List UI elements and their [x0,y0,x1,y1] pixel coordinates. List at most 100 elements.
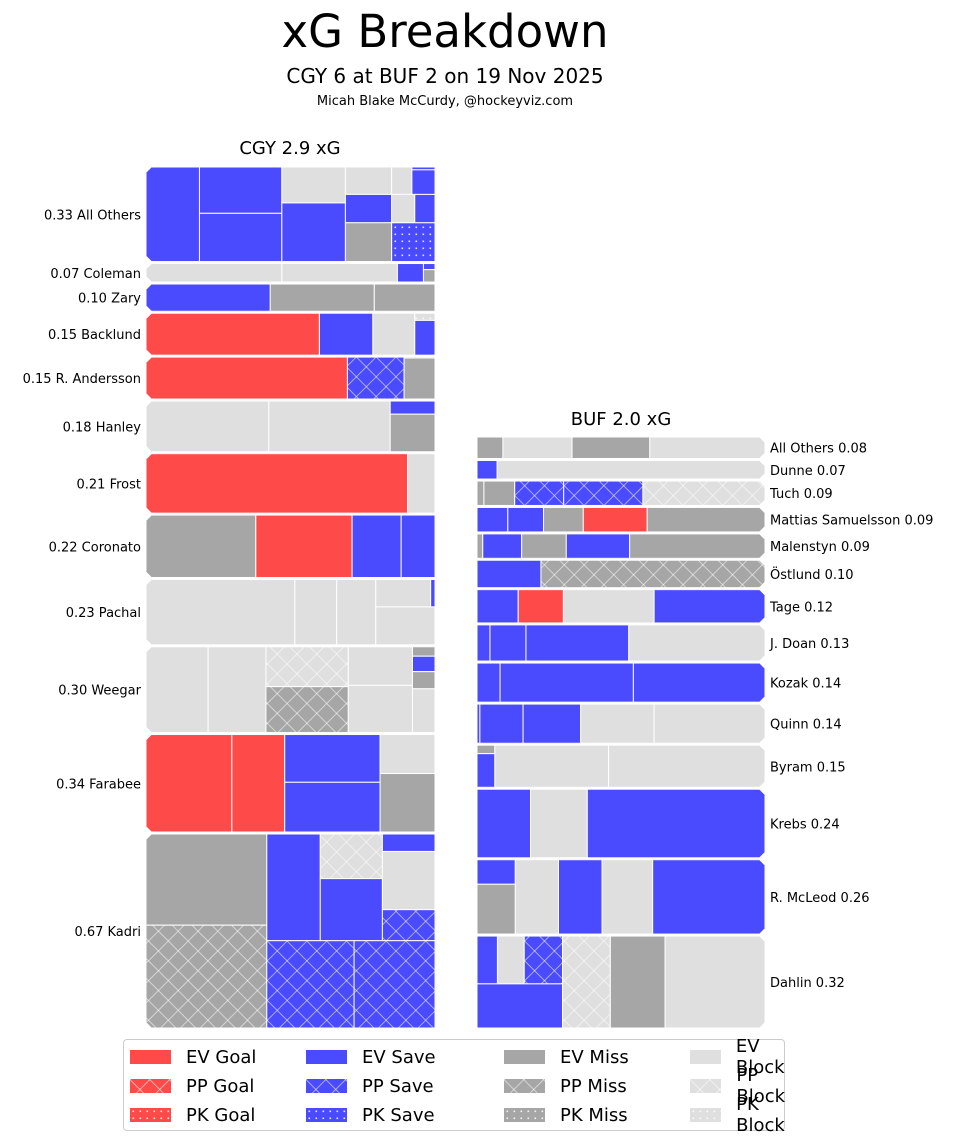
player-label: 0.23 Pachal [66,606,141,621]
legend-item: EV Block [690,1036,795,1078]
legend-item: PP Save [306,1073,434,1099]
player-label: All Others 0.08 [770,442,867,457]
shot-ev-save [284,734,381,783]
shot-ev-block [391,167,413,195]
shot-ev-block [649,437,765,459]
shot-ev-miss [477,745,496,755]
shot-hatch [382,909,435,941]
legend-label: PK Save [362,1104,435,1126]
shot-ev-save [146,284,271,312]
shot-ev-miss [477,883,516,935]
player-label: 0.30 Weegar [58,684,141,699]
player-row: J. Doan 0.13 [477,624,849,662]
legend-item: PP Block [690,1065,795,1107]
shot-ev-miss [344,222,393,262]
shot-ev-block [372,313,416,356]
player-row: Quinn 0.14 [477,704,842,744]
player-label: 0.33 All Others [44,208,141,223]
shot-ev-block [494,745,610,788]
player-row: Tuch 0.09 [477,481,833,506]
shot-ev-goal [146,313,320,356]
shot-hatch [563,481,643,506]
player-label: Dahlin 0.32 [770,976,845,991]
shot-ev-miss [403,357,435,400]
shot-ev-block [381,850,435,911]
shot-ev-miss [609,936,666,1028]
shot-ev-goal [582,507,648,532]
shot-ev-save [632,663,765,703]
shot-ev-block [496,936,525,985]
shot-ev-save [477,983,564,1028]
shot-ev-save [565,533,631,559]
player-label: Tuch 0.09 [769,487,833,502]
legend-swatch [306,1050,347,1064]
shot-ev-save [389,401,435,415]
player-row: Kozak 0.14 [477,663,841,703]
player-label: Krebs 0.24 [770,818,840,833]
legend-label: PP Miss [560,1075,627,1097]
player-row: 0.18 Hanley [63,401,435,452]
shot-ev-save [430,579,435,608]
shot-ev-save [499,663,634,703]
shot-ev-save [477,936,498,985]
player-label: 0.67 Kadri [74,925,141,940]
legend-item: EV Goal [130,1044,256,1070]
shot-hatch [562,936,611,1028]
chart-subtitle: CGY 6 at BUF 2 on 19 Nov 2025 [286,64,604,88]
legend-swatch [504,1050,545,1064]
shot-ev-save [558,859,603,935]
shot-ev-block [336,579,377,645]
shot-hatch [524,936,563,984]
player-row: 0.15 R. Andersson [23,357,435,400]
player-row: Dahlin 0.32 [477,936,845,1028]
player-label: Östlund 0.10 [770,566,854,583]
legend-swatch [130,1050,171,1064]
shot-ev-save [525,624,630,662]
shot-ev-miss [269,284,375,312]
player-row: 0.33 All Others [44,167,435,262]
shot-ev-miss [146,833,268,926]
legend-label: PK Goal [186,1104,256,1126]
shot-ev-miss [483,481,516,506]
legend-label: EV Block [735,1036,785,1078]
legend-item: PK Block [690,1094,795,1136]
legend-label: PK Block [736,1094,785,1136]
shot-hatch [540,560,765,588]
shot-ev-miss [146,515,257,578]
legend-item: PP Miss [504,1073,627,1099]
player-row: 0.07 Coleman [50,263,435,283]
player-row: 0.23 Pachal [66,579,435,645]
shot-ev-block [391,193,416,224]
legend-swatch [504,1108,545,1122]
shot-ev-save [400,515,435,578]
shot-ev-block [514,859,560,935]
shot-ev-miss [646,507,765,532]
shot-ev-save [477,859,516,885]
shot-ev-miss [411,646,435,657]
player-label: Malenstyn 0.09 [770,540,870,555]
shot-ev-save [477,460,498,480]
player-row: All Others 0.08 [477,437,867,459]
shot-ev-save [351,515,402,578]
shot-ev-block [294,579,338,645]
shot-ev-miss [379,773,435,832]
legend-swatch [690,1079,722,1093]
legend-label: PK Miss [560,1104,628,1126]
player-row: 0.67 Kadri [74,833,435,1028]
player-row: 0.30 Weegar [58,646,435,733]
player-row: Krebs 0.24 [477,789,840,858]
legend-item: EV Miss [504,1044,629,1070]
shot-ev-block [407,453,435,514]
legend-label: PP Block [736,1065,786,1107]
shot-ev-block [207,646,267,733]
player-label: Kozak 0.14 [770,677,841,692]
shot-ev-miss [477,533,484,559]
shot-ev-block [562,589,655,623]
shot-ev-miss [411,671,435,690]
shot-hatch [354,940,435,1028]
player-label: Dunne 0.07 [770,464,846,479]
shot-hatch [265,686,349,733]
shot-hatch [414,313,435,321]
shot-ev-save [198,212,283,262]
